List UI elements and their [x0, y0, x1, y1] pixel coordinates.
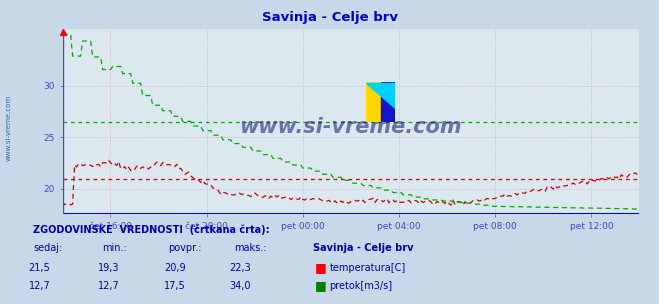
Text: 34,0: 34,0: [230, 282, 251, 292]
Text: ■: ■: [315, 261, 327, 274]
Text: 22,3: 22,3: [229, 263, 252, 273]
Text: 19,3: 19,3: [98, 263, 119, 273]
Text: ■: ■: [315, 279, 327, 292]
Text: 20,9: 20,9: [164, 263, 185, 273]
Text: 12,7: 12,7: [98, 282, 120, 292]
Text: 12,7: 12,7: [28, 282, 51, 292]
Text: min.:: min.:: [102, 243, 127, 253]
Text: Savinja - Celje brv: Savinja - Celje brv: [313, 243, 414, 253]
Bar: [381, 82, 395, 122]
Text: maks.:: maks.:: [234, 243, 266, 253]
Text: temperatura[C]: temperatura[C]: [330, 263, 406, 273]
Text: 21,5: 21,5: [28, 263, 51, 273]
Bar: [366, 82, 381, 122]
Text: www.si-vreme.com: www.si-vreme.com: [5, 95, 12, 161]
Polygon shape: [366, 83, 395, 108]
Text: www.si-vreme.com: www.si-vreme.com: [240, 117, 462, 137]
Text: pretok[m3/s]: pretok[m3/s]: [330, 282, 393, 292]
Text: 17,5: 17,5: [163, 282, 186, 292]
Text: sedaj:: sedaj:: [33, 243, 62, 253]
Text: ZGODOVINSKE  VREDNOSTI  (črtkana črta):: ZGODOVINSKE VREDNOSTI (črtkana črta):: [33, 224, 270, 235]
Text: povpr.:: povpr.:: [168, 243, 202, 253]
Text: Savinja - Celje brv: Savinja - Celje brv: [262, 11, 397, 24]
